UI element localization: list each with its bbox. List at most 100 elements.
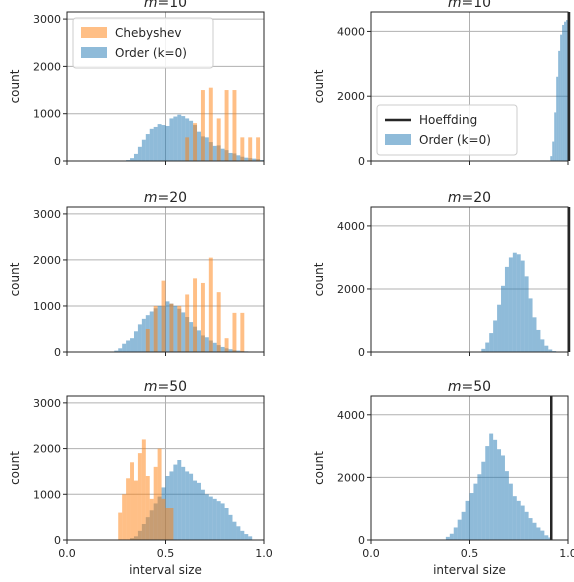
histogram-bar-order: [189, 322, 194, 352]
histogram-bar-order: [481, 461, 486, 540]
legend-label: Order (k=0): [419, 133, 491, 147]
y-tick-label: 0: [54, 534, 61, 547]
histogram-bar-order: [114, 350, 119, 352]
histogram-bar-order: [149, 128, 154, 161]
panel-title: m=20: [144, 190, 187, 206]
x-axis-label: interval size: [129, 563, 202, 577]
histogram-bar-order: [508, 483, 513, 540]
legend-box: [72, 17, 214, 69]
y-tick-label: 0: [358, 346, 365, 359]
histogram-bar-order: [544, 535, 549, 540]
legend: Chebyshev Order (k=0): [72, 17, 214, 69]
histogram-bar-order: [473, 483, 478, 540]
y-tick-label: 1000: [33, 108, 61, 121]
histogram-bar-order: [497, 304, 502, 352]
y-tick-label: 2000: [33, 60, 61, 73]
legend-swatch-order: [385, 134, 411, 145]
y-tick-label: 0: [54, 346, 61, 359]
histogram-bar-order: [212, 342, 217, 352]
histogram-bar-order: [550, 156, 553, 161]
histogram-bar-order: [562, 24, 565, 161]
histogram-bar-order: [516, 254, 521, 352]
histogram-bar-order: [130, 158, 134, 161]
histogram-bar-order: [204, 337, 209, 352]
histogram-bar-order: [489, 333, 494, 352]
histogram-bar-order: [469, 493, 474, 540]
y-tick-label: 3000: [33, 13, 61, 26]
histogram-bar-order: [512, 252, 517, 352]
histogram-bar-order: [501, 455, 505, 540]
histogram-bar-chebyshev: [208, 87, 213, 161]
panel-title: m=50: [448, 379, 491, 395]
histogram-bar-order: [133, 331, 138, 352]
y-tick-label: 0: [54, 155, 61, 168]
histogram-bar-order: [461, 511, 466, 540]
histogram-bar-chebyshev: [240, 312, 245, 352]
y-tick-label: 4000: [337, 25, 365, 38]
histogram-bar-chebyshev: [216, 292, 221, 352]
y-tick-label: 1000: [33, 300, 61, 313]
histogram-bar-order: [189, 120, 194, 161]
histogram-bar-chebyshev: [153, 466, 158, 540]
y-axis-label: count: [8, 451, 22, 485]
histogram-bar-order: [149, 311, 154, 352]
y-axis-label: count: [312, 451, 326, 485]
x-tick-label: 0.5: [461, 547, 479, 560]
histogram-bar-chebyshev: [161, 280, 166, 352]
histogram-bar-order: [497, 449, 502, 540]
histogram-bar-order: [536, 527, 541, 540]
histogram-bar-order: [489, 433, 494, 540]
histogram-bar-order: [141, 139, 146, 161]
legend-box: [376, 104, 518, 156]
histogram-bar-order: [157, 124, 162, 161]
histogram-bar-chebyshev: [256, 137, 261, 161]
histogram-bar-order: [197, 330, 201, 352]
histogram-bar-chebyshev: [216, 118, 221, 161]
histogram-bar-order: [224, 508, 229, 540]
histogram-bar-order: [524, 511, 529, 540]
histogram-bar-order: [173, 464, 178, 540]
histogram-bar-order: [548, 349, 553, 352]
panel-6: 0 2000 4000 0.0 0.5 1.0 m=50 count interval size: [312, 379, 574, 577]
histogram-bar-chebyshev: [126, 478, 131, 540]
x-tick-label: 0.5: [157, 547, 175, 560]
histogram-bar-order: [457, 519, 462, 540]
histogram-bar-chebyshev: [118, 512, 123, 540]
histogram-bar-chebyshev: [224, 338, 229, 352]
histogram-bar-order: [493, 439, 498, 540]
panel-1: 0 1000 2000 3000 m=10 count Chebyshev Order (k=…: [8, 0, 265, 168]
histogram-bar-order: [181, 312, 186, 352]
histogram-bar-order: [220, 503, 225, 540]
histogram-bar-order: [512, 496, 517, 540]
panel-5: 0 1000 2000 3000 0.0 0.5 1.0 m=50 count interval …: [8, 379, 273, 577]
histogram-bar-order: [501, 285, 505, 352]
panel-4: 0 2000 4000 m=20 count: [312, 190, 571, 359]
histogram-bar-order: [133, 153, 138, 161]
histogram-bar-order: [208, 496, 213, 540]
histogram-bar-order: [145, 134, 150, 161]
y-tick-label: 4000: [337, 220, 365, 233]
histogram-bar-order: [248, 536, 253, 540]
histogram-bar-order: [137, 146, 142, 161]
histogram-bar-chebyshev: [224, 90, 229, 161]
histogram-bar-order: [200, 489, 205, 540]
histogram-bar-order: [504, 266, 509, 352]
histogram-bar-order: [137, 324, 142, 352]
histogram-bar-order: [477, 474, 482, 540]
histogram-bar-order: [204, 137, 209, 161]
histogram-bar-chebyshev: [141, 439, 146, 540]
histogram-bar-order: [130, 338, 134, 352]
histogram-bar-chebyshev: [169, 303, 174, 352]
histogram-bar-order: [493, 320, 498, 352]
histogram-bar-chebyshev: [193, 123, 198, 161]
histogram-bar-order: [165, 301, 170, 352]
histogram-bar-order: [204, 494, 209, 540]
histogram-bar-order: [445, 536, 450, 540]
histogram-bar-chebyshev: [169, 508, 174, 540]
legend-label: Chebyshev: [115, 26, 181, 40]
y-axis-label: count: [312, 262, 326, 296]
histogram-bar-order: [173, 116, 178, 161]
histogram-bar-chebyshev: [137, 453, 142, 540]
panel-title: m=10: [448, 0, 491, 11]
y-axis-label: count: [312, 69, 326, 103]
